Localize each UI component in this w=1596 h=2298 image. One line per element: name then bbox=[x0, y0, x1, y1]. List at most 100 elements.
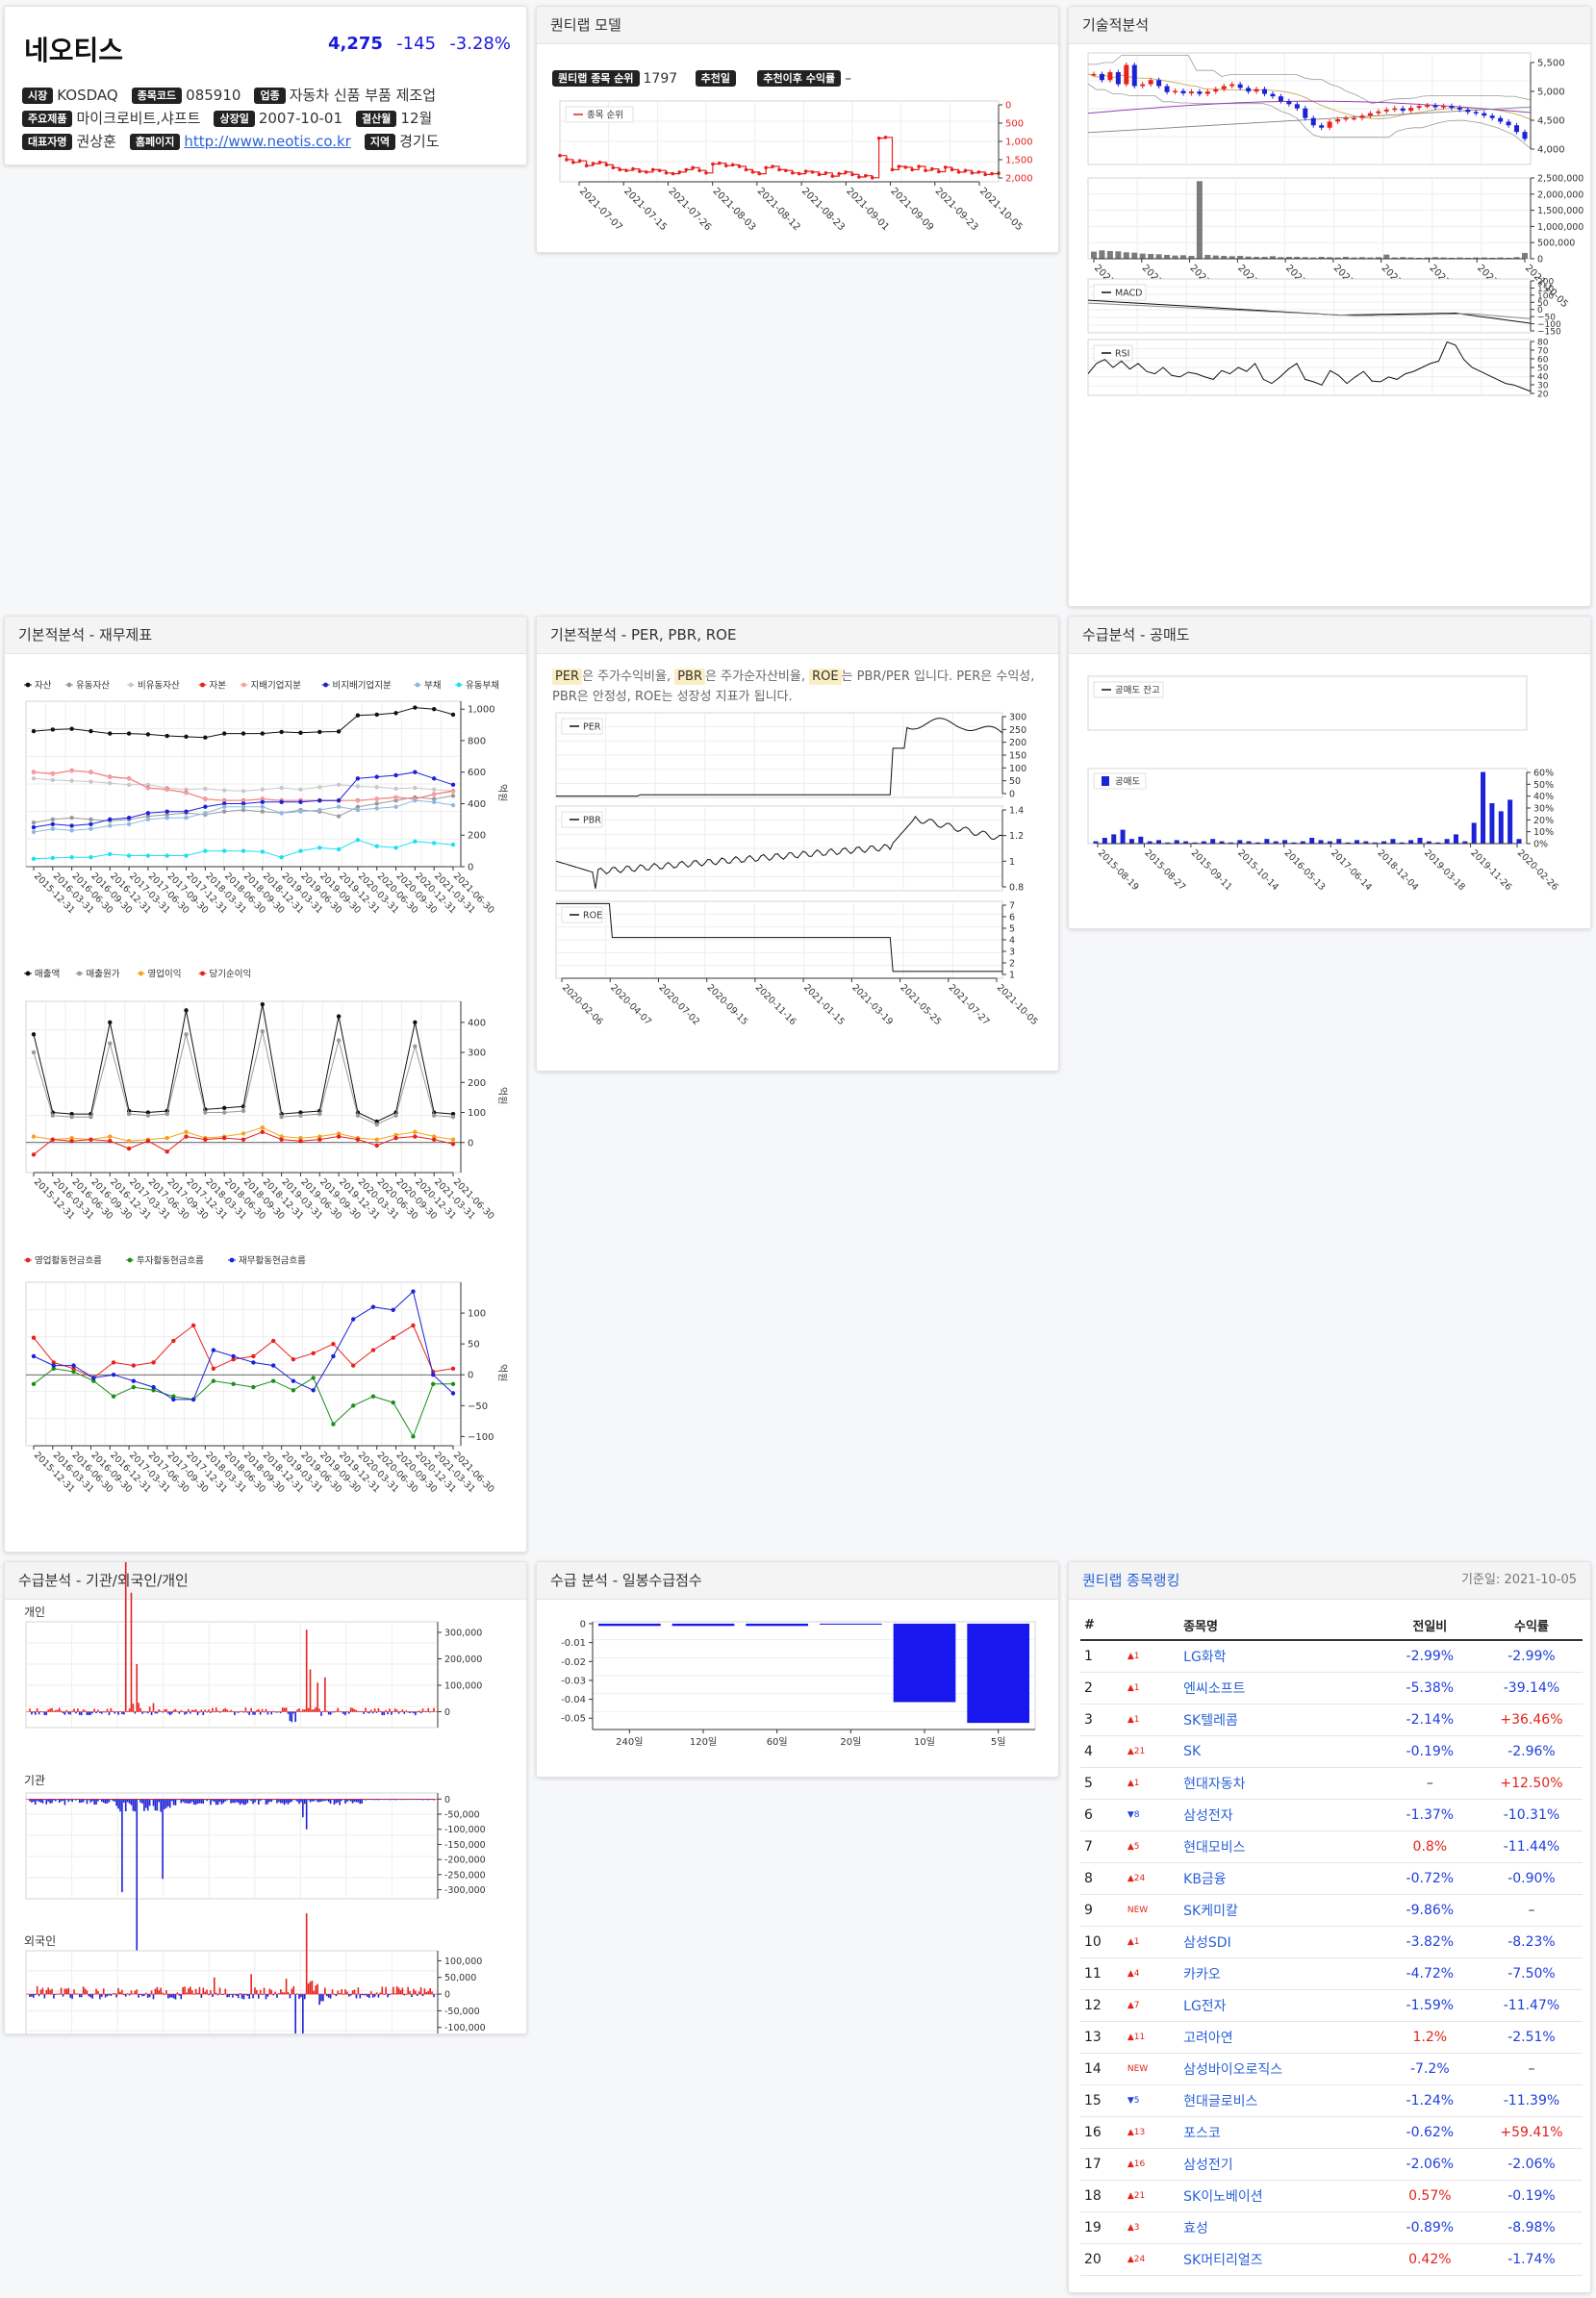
stock-name-link[interactable]: 현대모비스 bbox=[1179, 1831, 1380, 1863]
data-point bbox=[69, 854, 74, 860]
rank-point bbox=[723, 164, 728, 167]
rank-change: ▲24 bbox=[1123, 1862, 1180, 1895]
stock-name-link[interactable]: 고려아연 bbox=[1179, 2021, 1380, 2054]
flow-bar bbox=[263, 1987, 266, 1995]
pbr-highlight: PBR bbox=[674, 669, 706, 685]
flow-bar bbox=[433, 1707, 435, 1712]
data-point bbox=[126, 853, 132, 858]
rank-number: 5 bbox=[1080, 1767, 1124, 1800]
data-point bbox=[31, 829, 37, 835]
stock-name-link[interactable]: 삼성전자 bbox=[1179, 1799, 1380, 1831]
rank-number: 12 bbox=[1080, 1989, 1124, 2022]
stock-name-link[interactable]: SK이노베이션 bbox=[1179, 2180, 1380, 2212]
data-point bbox=[260, 731, 266, 736]
flow-bar bbox=[254, 1711, 256, 1715]
day-change: -9.86% bbox=[1379, 1894, 1481, 1927]
flow-bar bbox=[160, 1987, 162, 1995]
stock-name-link[interactable]: 삼성SDI bbox=[1179, 1926, 1380, 1958]
legend-label: 당기순이익 bbox=[210, 969, 252, 980]
flow-bar bbox=[383, 1799, 386, 1801]
volume-bar bbox=[1497, 257, 1504, 259]
day-change: -3.82% bbox=[1379, 1926, 1481, 1958]
ranking-title[interactable]: 퀀티랩 종목랭킹 bbox=[1082, 1572, 1180, 1589]
data-point bbox=[203, 804, 208, 809]
stock-name-link[interactable]: 삼성전기 bbox=[1179, 2148, 1380, 2181]
data-point bbox=[241, 1131, 246, 1136]
stock-name-link[interactable]: 카카오 bbox=[1179, 1957, 1380, 1990]
data-point bbox=[291, 1388, 296, 1393]
flow-bar bbox=[134, 1990, 137, 1995]
short-bar bbox=[1093, 841, 1099, 844]
stock-name-link[interactable]: 포스코 bbox=[1179, 2116, 1380, 2149]
stock-name-link[interactable]: LG화학 bbox=[1179, 1640, 1380, 1673]
stock-name-link[interactable]: 엔씨소프트 bbox=[1179, 1672, 1380, 1705]
flow-bar bbox=[102, 1711, 105, 1713]
stock-name-link[interactable]: 삼성바이오로직스 bbox=[1179, 2053, 1380, 2085]
flow-bar bbox=[351, 1707, 354, 1712]
flow-bar bbox=[375, 1711, 378, 1713]
y-tick-label: 2,000 bbox=[1005, 174, 1033, 185]
flow-bar bbox=[75, 1993, 77, 1995]
flow-bar bbox=[215, 1799, 217, 1806]
data-point bbox=[450, 1366, 456, 1372]
volume-bar bbox=[1375, 257, 1381, 259]
y-tick-label: 40 bbox=[1537, 373, 1549, 383]
flow-bar bbox=[78, 1711, 81, 1715]
flow-bar bbox=[188, 1799, 190, 1804]
data-point bbox=[203, 735, 208, 740]
volume-bar bbox=[1099, 250, 1105, 259]
short-bar bbox=[1147, 841, 1153, 844]
flow-bar bbox=[112, 1993, 114, 1995]
stock-name-link[interactable]: KB금융 bbox=[1179, 1862, 1380, 1895]
stock-name-link[interactable]: 현대글로비스 bbox=[1179, 2084, 1380, 2117]
data-point bbox=[111, 1360, 116, 1365]
data-point bbox=[165, 853, 169, 858]
flow-bar bbox=[333, 1711, 336, 1713]
stock-name-link[interactable]: LG전자 bbox=[1179, 1989, 1380, 2022]
data-point bbox=[171, 1397, 176, 1402]
legend-label: PBR bbox=[583, 816, 601, 826]
candle-body bbox=[1229, 84, 1235, 87]
flow-bar bbox=[309, 1799, 312, 1803]
flow-bar bbox=[222, 1799, 225, 1804]
stock-name-link[interactable]: SK머티리얼즈 bbox=[1179, 2243, 1380, 2276]
flow-bar bbox=[416, 1799, 418, 1801]
flow-bar bbox=[31, 1799, 33, 1803]
flow-bar bbox=[377, 1707, 380, 1712]
flow-bar bbox=[123, 1994, 125, 1996]
flow-bar bbox=[78, 1994, 81, 1998]
bollinger-upper bbox=[1088, 55, 1532, 105]
candle-body bbox=[1303, 108, 1308, 118]
flow-bar bbox=[208, 1799, 210, 1801]
data-point bbox=[298, 799, 303, 805]
y-tick-label: 50 bbox=[1009, 776, 1021, 787]
short-bar bbox=[1481, 771, 1486, 844]
rank-number: 3 bbox=[1080, 1704, 1124, 1736]
ranking-row: 2 ▲1 엔씨소프트 -5.38% -39.14% bbox=[1080, 1672, 1583, 1705]
candle-body bbox=[1473, 112, 1479, 114]
flow-bar bbox=[403, 1799, 406, 1801]
y-tick-label: 50 bbox=[1537, 299, 1549, 309]
y-tick-label: 300,000 bbox=[444, 1629, 482, 1639]
short-bar bbox=[1165, 842, 1171, 844]
flow-bar bbox=[315, 1799, 317, 1801]
data-point bbox=[131, 1384, 137, 1390]
stock-name-link[interactable]: SK텔레콤 bbox=[1179, 1704, 1380, 1736]
flow-bar bbox=[210, 1990, 212, 1995]
rank-point bbox=[704, 170, 708, 175]
data-point bbox=[126, 731, 132, 736]
flow-bar bbox=[363, 1799, 365, 1801]
stock-name-link[interactable]: SK케미칼 bbox=[1179, 1894, 1380, 1927]
flow-bar bbox=[215, 1707, 217, 1712]
flow-bar bbox=[401, 1987, 404, 1995]
homepage-link[interactable]: http://www.neotis.co.kr bbox=[184, 133, 351, 150]
volume-plot-area bbox=[1087, 177, 1532, 260]
data-point bbox=[50, 1137, 56, 1142]
short-bar bbox=[1174, 840, 1179, 844]
stock-name-link[interactable]: SK bbox=[1179, 1735, 1380, 1768]
daily-title: 수급 분석 - 일봉수급점수 bbox=[537, 1562, 1058, 1600]
stock-name-link[interactable]: 효성 bbox=[1179, 2211, 1380, 2244]
flow-bar bbox=[241, 1710, 243, 1712]
stock-name-link[interactable]: 현대자동차 bbox=[1179, 1767, 1380, 1800]
y-tick-label: 200 bbox=[468, 1078, 486, 1089]
